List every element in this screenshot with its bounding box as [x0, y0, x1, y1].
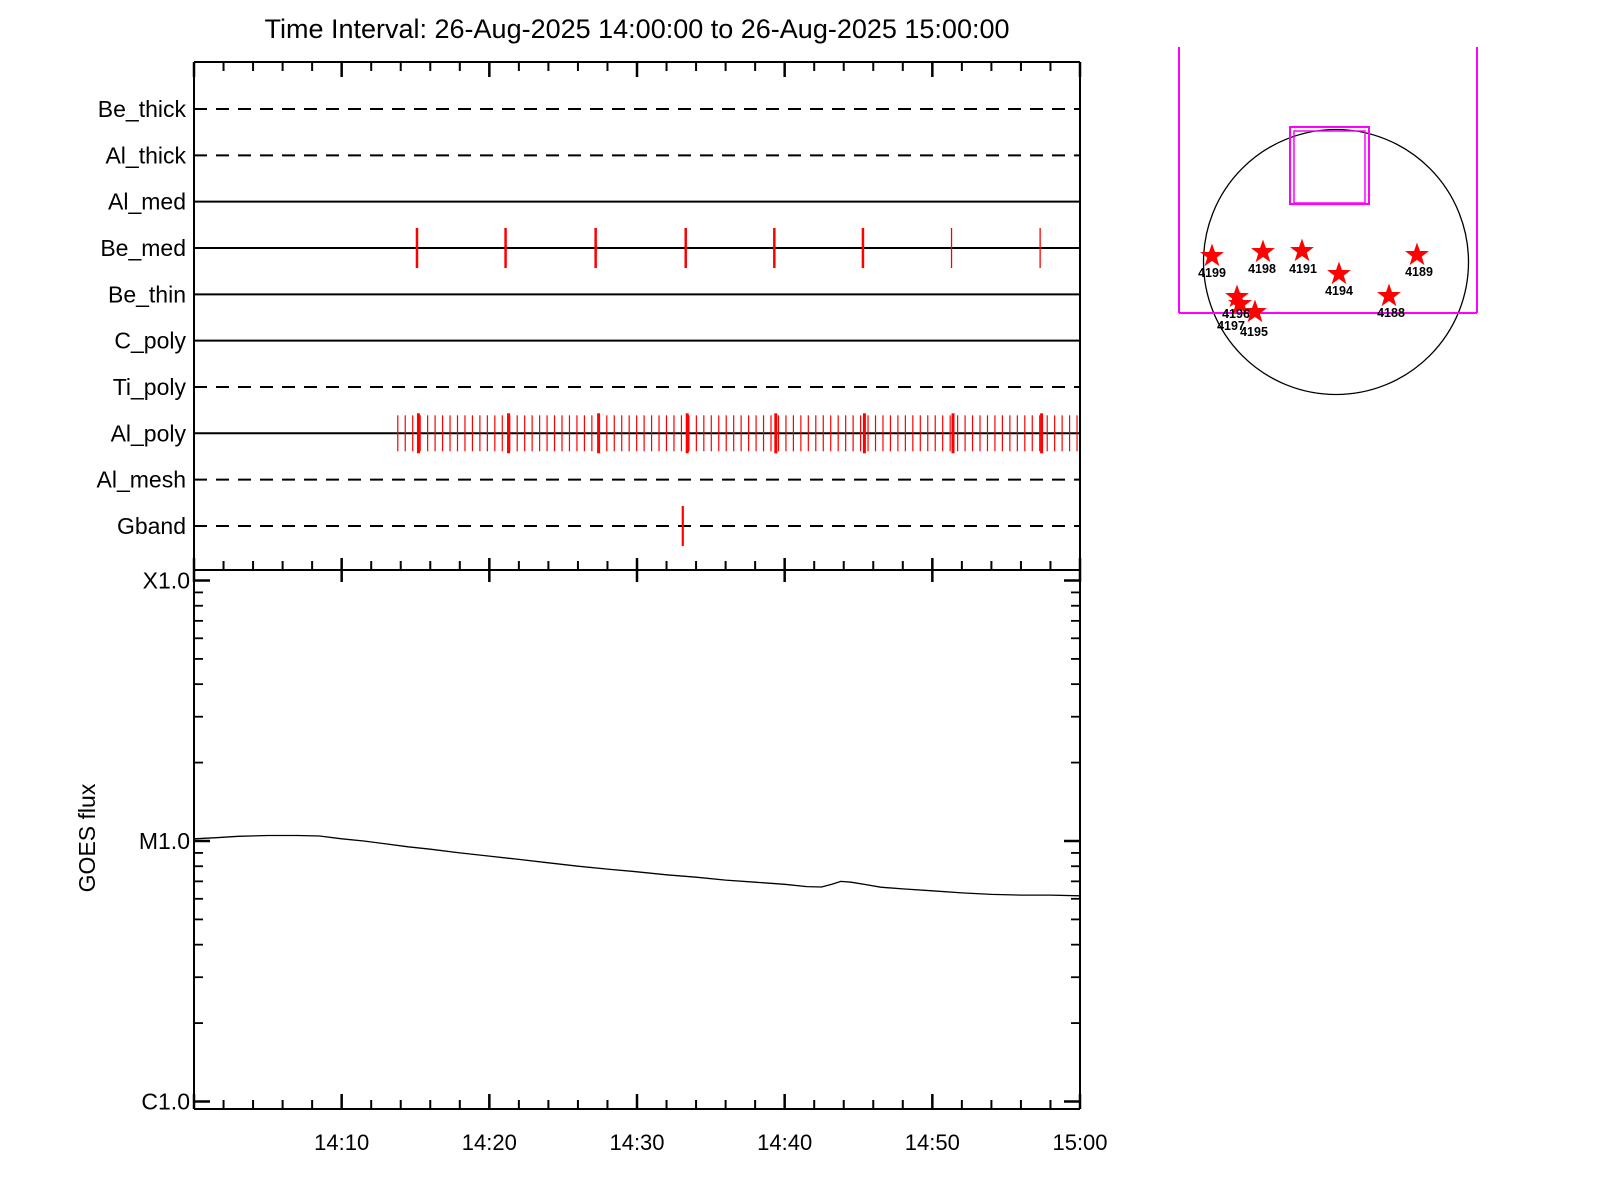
goes-flux-curve [193, 834, 1081, 897]
goes-ylabel: GOES flux [74, 783, 100, 892]
filter-label-C_poly: C_poly [114, 328, 186, 354]
fov-square-inner [1293, 130, 1366, 204]
sun-disk-circle [1202, 128, 1470, 396]
active-region-star-4199 [1200, 243, 1224, 267]
active-region-star-4198 [1251, 239, 1275, 263]
filter-label-Be_med: Be_med [100, 235, 186, 261]
filter-label-Al_med: Al_med [108, 189, 186, 215]
active-region-label-4194: 4194 [1325, 284, 1353, 298]
active-region-star-4195 [1243, 299, 1267, 323]
filter-label-Gband: Gband [117, 513, 186, 539]
active-region-label-4188: 4188 [1377, 306, 1405, 320]
x-tick-label-14:10: 14:10 [314, 1130, 369, 1155]
y-tick-label-X1.0: X1.0 [143, 568, 190, 594]
active-region-star-4189 [1405, 242, 1429, 266]
active-region-star-4194 [1327, 261, 1351, 285]
page-title: Time Interval: 26-Aug-2025 14:00:00 to 2… [264, 14, 1010, 44]
active-region-label-4191: 4191 [1289, 262, 1317, 276]
active-region-label-4198: 4198 [1248, 262, 1276, 276]
x-tick-label-14:20: 14:20 [462, 1130, 517, 1155]
active-region-label-4197: 4197 [1217, 319, 1245, 333]
x-tick-label-14:30: 14:30 [609, 1130, 664, 1155]
filter-label-Al_poly: Al_poly [111, 420, 187, 446]
filter-label-Be_thick: Be_thick [98, 96, 187, 122]
filter-label-Al_mesh: Al_mesh [97, 467, 186, 493]
x-tick-label-14:50: 14:50 [905, 1130, 960, 1155]
active-region-star-4197 [1228, 291, 1252, 315]
active-region-label-4199: 4199 [1198, 266, 1226, 280]
x-tick-label-15:00: 15:00 [1052, 1130, 1107, 1155]
filter-label-Al_thick: Al_thick [105, 142, 186, 168]
active-region-label-4189: 4189 [1405, 265, 1433, 279]
active-region-label-4195: 4195 [1240, 325, 1268, 339]
fov-square-outer [1289, 126, 1370, 205]
filter-label-Ti_poly: Ti_poly [113, 374, 187, 400]
filter-label-Be_thin: Be_thin [108, 281, 186, 307]
y-tick-label-M1.0: M1.0 [139, 828, 190, 854]
active-region-star-4191 [1290, 238, 1314, 262]
y-tick-label-C1.0: C1.0 [141, 1089, 190, 1115]
active-region-label-4196: 4196 [1222, 307, 1250, 321]
x-tick-label-14:40: 14:40 [757, 1130, 812, 1155]
active-region-star-4188 [1377, 283, 1401, 307]
